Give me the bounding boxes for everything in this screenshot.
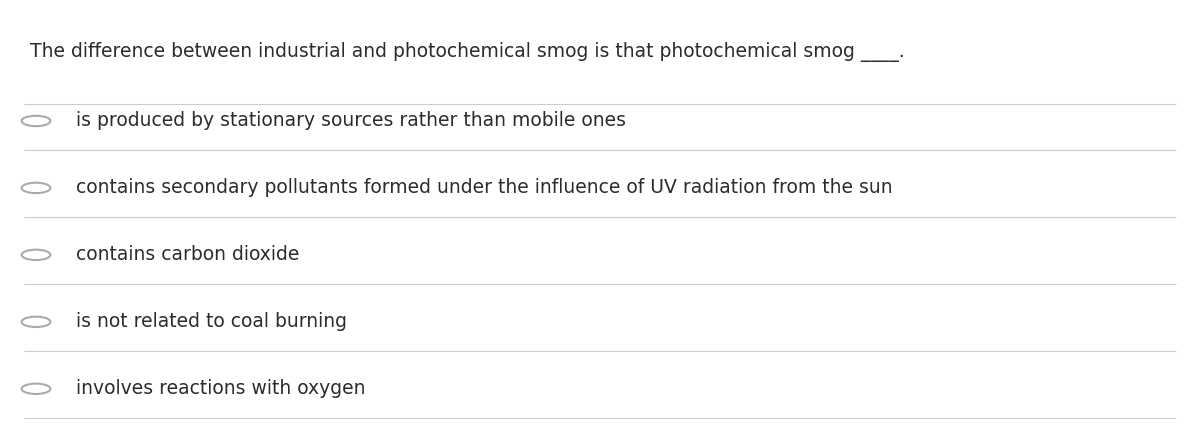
Text: The difference between industrial and photochemical smog is that photochemical s: The difference between industrial and ph…	[30, 42, 905, 62]
Text: contains carbon dioxide: contains carbon dioxide	[76, 245, 299, 264]
Text: is produced by stationary sources rather than mobile ones: is produced by stationary sources rather…	[76, 111, 625, 130]
Text: involves reactions with oxygen: involves reactions with oxygen	[76, 379, 365, 398]
Text: contains secondary pollutants formed under the influence of UV radiation from th: contains secondary pollutants formed und…	[76, 178, 893, 197]
Text: is not related to coal burning: is not related to coal burning	[76, 312, 347, 331]
